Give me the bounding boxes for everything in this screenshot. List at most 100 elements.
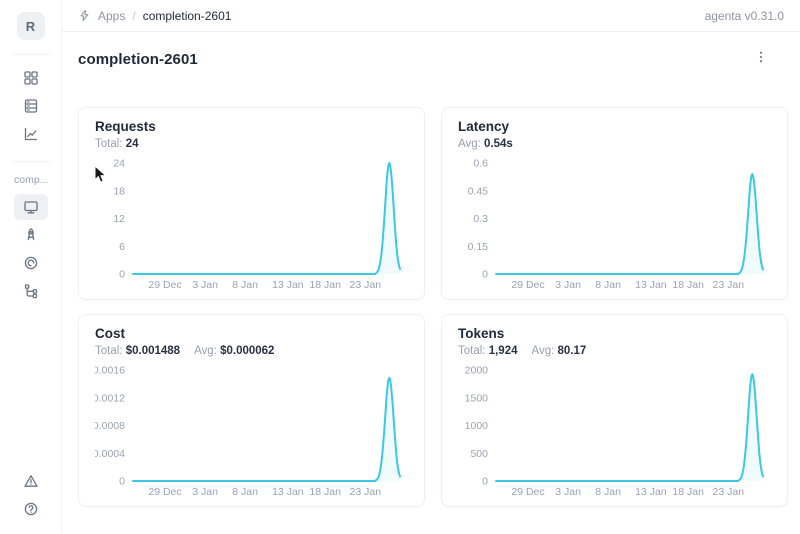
svg-text:8 Jan: 8 Jan: [595, 279, 621, 291]
svg-text:13 Jan: 13 Jan: [272, 486, 304, 498]
stat-value: $0.000062: [220, 345, 275, 357]
svg-text:500: 500: [470, 448, 488, 460]
svg-text:8 Jan: 8 Jan: [595, 486, 621, 498]
page-menu-button[interactable]: [750, 48, 772, 71]
sidebar-item-evaluation[interactable]: [14, 222, 48, 248]
svg-text:0.0004: 0.0004: [95, 448, 125, 460]
svg-text:18 Jan: 18 Jan: [672, 279, 704, 291]
svg-text:0.15: 0.15: [468, 241, 489, 253]
charts-grid: Requests Total: 24 0 6 12 18 24 29 Dec 3 Jan 8 …: [62, 107, 800, 507]
svg-text:12: 12: [113, 213, 125, 225]
traces-branch-icon: [24, 284, 37, 299]
warning-triangle-icon: [23, 475, 38, 487]
stat-label: Total:: [458, 345, 486, 357]
svg-text:3 Jan: 3 Jan: [192, 279, 218, 291]
svg-text:29 Dec: 29 Dec: [148, 486, 181, 498]
sidebar-item-deployment[interactable]: [14, 250, 48, 276]
svg-text:18: 18: [113, 185, 125, 197]
latency-card: Latency Avg: 0.54s 0 0.15 0.3 0.45 0.6 29 Dec…: [441, 107, 788, 300]
analytics-chart-icon: [24, 127, 37, 141]
stat-value: $0.001488: [125, 345, 181, 357]
latency-chart-plot[interactable]: 0 0.15 0.3 0.45 0.6 29 Dec 3 Jan 8 Jan 13 Jan 18 …: [458, 154, 771, 294]
stat-label: Avg:: [194, 345, 217, 357]
chart-stats: Total: 1,924 Avg: 80.17: [458, 343, 771, 359]
cost-card: Cost Total: $0.001488 Avg: $0.000062 0 0.…: [78, 314, 425, 507]
svg-text:0.0016: 0.0016: [95, 365, 125, 377]
svg-text:23 Jan: 23 Jan: [350, 279, 382, 291]
kebab-menu-icon: [759, 51, 763, 63]
svg-text:2000: 2000: [465, 365, 489, 377]
page-title: completion-2601: [78, 51, 198, 68]
svg-text:0: 0: [482, 476, 488, 488]
svg-text:8 Jan: 8 Jan: [232, 279, 258, 291]
chart-stats: Avg: 0.54s: [458, 136, 771, 152]
svg-text:23 Jan: 23 Jan: [350, 486, 382, 498]
svg-text:0.3: 0.3: [473, 213, 488, 225]
sidebar: R comp...: [0, 0, 62, 534]
svg-text:29 Dec: 29 Dec: [511, 486, 544, 498]
content-area: Apps / completion-2601 agenta v0.31.0 co…: [62, 0, 800, 534]
requests-card: Requests Total: 24 0 6 12 18 24 29 Dec 3 Jan 8 …: [78, 107, 425, 300]
svg-text:18 Jan: 18 Jan: [309, 279, 341, 291]
svg-text:29 Dec: 29 Dec: [148, 279, 181, 291]
help-question-icon: [24, 502, 37, 516]
chart-title: Requests: [95, 119, 156, 134]
svg-text:18 Jan: 18 Jan: [672, 486, 704, 498]
sidebar-item-playground[interactable]: [13, 194, 48, 220]
svg-text:13 Jan: 13 Jan: [272, 279, 304, 291]
sidebar-item-help[interactable]: [14, 496, 48, 522]
app-name-label: comp...: [14, 174, 49, 186]
deployment-swirl-icon: [24, 256, 37, 270]
sidebar-item-alerts[interactable]: [14, 468, 48, 494]
tokens-chart-plot[interactable]: 0 500 1000 1500 2000 29 Dec 3 Jan 8 Jan 13 Jan 18…: [458, 361, 771, 501]
breadcrumb-current: completion-2601: [142, 8, 232, 23]
svg-text:1500: 1500: [465, 392, 489, 404]
playground-monitor-icon: [23, 201, 38, 214]
top-header: Apps / completion-2601 agenta v0.31.0: [62, 0, 800, 32]
svg-text:0.45: 0.45: [468, 185, 489, 197]
svg-text:0: 0: [482, 269, 488, 281]
chart-title: Latency: [458, 119, 510, 134]
svg-text:3 Jan: 3 Jan: [555, 486, 581, 498]
svg-text:13 Jan: 13 Jan: [635, 279, 667, 291]
chart-stats: Total: $0.001488 Avg: $0.000062: [95, 343, 408, 359]
lightning-bolt-icon: [80, 9, 89, 22]
stat-label: Total:: [95, 345, 123, 357]
svg-text:0.0012: 0.0012: [95, 392, 125, 404]
chart-stats: Total: 24: [95, 136, 408, 152]
version-label: agenta v0.31.0: [704, 8, 784, 23]
breadcrumb: Apps / completion-2601: [78, 9, 231, 23]
divider: [11, 161, 50, 162]
requests-chart-plot[interactable]: 0 6 12 18 24 29 Dec 3 Jan 8 Jan 13 Jan 18 Jan 23 J…: [95, 154, 408, 294]
stat-value: 24: [125, 138, 139, 150]
sidebar-item-analytics[interactable]: [14, 121, 48, 147]
tokens-card: Tokens Total: 1,924 Avg: 80.17 0 500 1000 1…: [441, 314, 788, 507]
testsets-rows-icon: [24, 99, 37, 113]
sidebar-bottom: [14, 468, 48, 522]
svg-text:6: 6: [119, 241, 125, 253]
stat-label: Avg:: [458, 138, 481, 150]
breadcrumb-apps-link[interactable]: Apps: [98, 8, 126, 23]
svg-text:0: 0: [119, 269, 125, 281]
divider: [11, 54, 50, 55]
svg-text:24: 24: [113, 158, 125, 170]
svg-text:23 Jan: 23 Jan: [713, 279, 745, 291]
svg-text:3 Jan: 3 Jan: [192, 486, 218, 498]
workspace-avatar[interactable]: R: [16, 12, 45, 40]
svg-text:18 Jan: 18 Jan: [309, 486, 341, 498]
svg-text:1000: 1000: [465, 420, 489, 432]
svg-text:29 Dec: 29 Dec: [511, 279, 544, 291]
chart-title: Tokens: [458, 326, 505, 341]
stat-value: 0.54s: [484, 138, 513, 150]
svg-text:3 Jan: 3 Jan: [555, 279, 581, 291]
sidebar-item-apps[interactable]: [14, 65, 48, 91]
svg-text:0.6: 0.6: [473, 158, 488, 170]
svg-text:23 Jan: 23 Jan: [713, 486, 745, 498]
cost-chart-plot[interactable]: 0 0.0004 0.0008 0.0012 0.0016 29 Dec 3 Jan 8 Ja…: [93, 361, 408, 501]
breadcrumb-separator: /: [132, 8, 136, 23]
sidebar-item-testsets[interactable]: [14, 93, 48, 119]
stat-label: Avg:: [531, 345, 555, 357]
title-bar: completion-2601: [62, 32, 800, 71]
sidebar-item-traces[interactable]: [14, 278, 48, 304]
